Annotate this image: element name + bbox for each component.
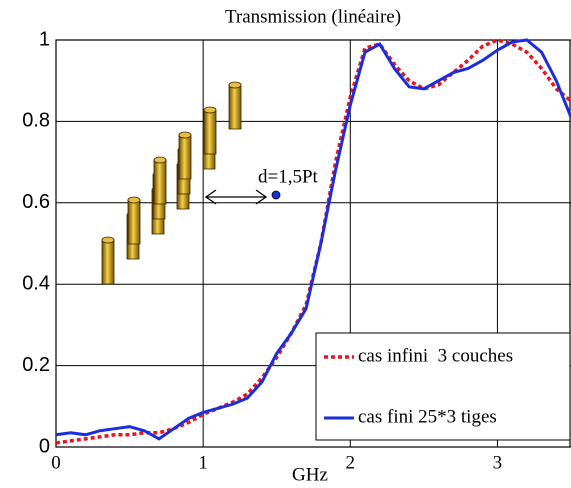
annotation-dot (271, 190, 281, 200)
legend-label: cas fini 25*3 tiges (358, 406, 497, 427)
series-line (55, 38, 571, 441)
annotation: d=1,5Pt (258, 166, 319, 187)
cylinder-top (153, 156, 167, 164)
cylinder-top (127, 196, 141, 204)
legend-box (315, 332, 571, 441)
x-tick-label: 2 (346, 452, 356, 473)
y-tick-label: 0.8 (22, 110, 50, 132)
annotation-arrow (204, 189, 268, 205)
cylinder-top (101, 236, 115, 244)
cylinder (203, 109, 217, 155)
cylinder-array (101, 81, 242, 285)
x-axis-label: GHz (292, 464, 328, 485)
cylinder (101, 239, 115, 285)
y-tick-label: 0.6 (22, 191, 50, 213)
cylinder (178, 134, 192, 180)
y-tick-label: 0.2 (22, 354, 50, 376)
cylinder (153, 159, 167, 205)
plot-frame (55, 39, 571, 448)
cylinder-top (228, 81, 242, 89)
cylinder-top (178, 131, 192, 139)
x-tick-label: 1 (198, 452, 208, 473)
y-tick-label: 0.4 (22, 272, 50, 294)
y-tick-label: 0 (39, 435, 50, 457)
cylinder-top (203, 106, 217, 114)
x-tick-label: 3 (493, 452, 503, 473)
cylinder (127, 199, 141, 245)
chart-title: Transmission (linéaire) (225, 6, 401, 27)
y-tick-label: 1 (39, 28, 50, 50)
x-tick-label: 0 (51, 452, 61, 473)
legend-label: cas infini 3 couches (358, 345, 513, 366)
cylinder (228, 84, 242, 130)
